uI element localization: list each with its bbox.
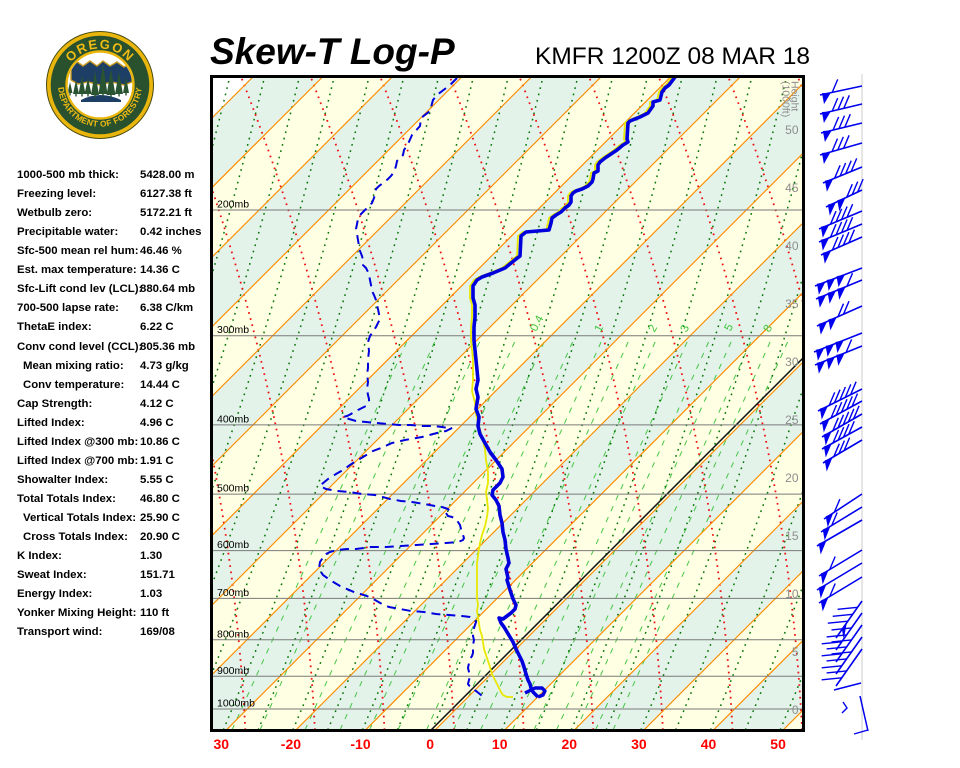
svg-text:40: 40 bbox=[785, 239, 799, 253]
svg-text:20: 20 bbox=[785, 471, 799, 485]
svg-text:1: 1 bbox=[593, 323, 607, 334]
svg-text:35: 35 bbox=[785, 297, 799, 311]
svg-text:50: 50 bbox=[785, 123, 799, 137]
svg-text:25: 25 bbox=[785, 413, 799, 427]
svg-text:Height: Height bbox=[789, 81, 801, 111]
svg-text:50: 50 bbox=[770, 736, 786, 752]
svg-text:700mb: 700mb bbox=[217, 587, 249, 599]
svg-text:200mb: 200mb bbox=[217, 199, 249, 211]
svg-text:300mb: 300mb bbox=[217, 324, 249, 336]
svg-text:30: 30 bbox=[214, 736, 230, 752]
svg-text:400mb: 400mb bbox=[217, 413, 249, 425]
svg-text:600mb: 600mb bbox=[217, 539, 249, 551]
svg-text:5: 5 bbox=[792, 645, 799, 659]
svg-text:1000mb: 1000mb bbox=[217, 698, 255, 710]
svg-text:30: 30 bbox=[785, 355, 799, 369]
svg-text:40: 40 bbox=[701, 736, 717, 752]
svg-text:(1000ft): (1000ft) bbox=[780, 81, 792, 117]
svg-text:2: 2 bbox=[647, 323, 661, 334]
svg-text:500mb: 500mb bbox=[217, 483, 249, 495]
svg-text:45: 45 bbox=[785, 181, 799, 195]
svg-text:3: 3 bbox=[679, 323, 693, 334]
svg-text:10: 10 bbox=[785, 587, 799, 601]
svg-text:10: 10 bbox=[492, 736, 508, 752]
svg-text:5: 5 bbox=[723, 322, 737, 333]
svg-text:800mb: 800mb bbox=[217, 628, 249, 640]
svg-text:30: 30 bbox=[631, 736, 647, 752]
svg-text:20: 20 bbox=[562, 736, 578, 752]
svg-text:-20: -20 bbox=[281, 736, 301, 752]
svg-text:8: 8 bbox=[762, 323, 776, 334]
svg-text:-10: -10 bbox=[350, 736, 370, 752]
svg-text:15: 15 bbox=[785, 529, 799, 543]
svg-text:900mb: 900mb bbox=[217, 665, 249, 677]
svg-text:0: 0 bbox=[426, 736, 434, 752]
svg-text:0: 0 bbox=[792, 703, 799, 717]
